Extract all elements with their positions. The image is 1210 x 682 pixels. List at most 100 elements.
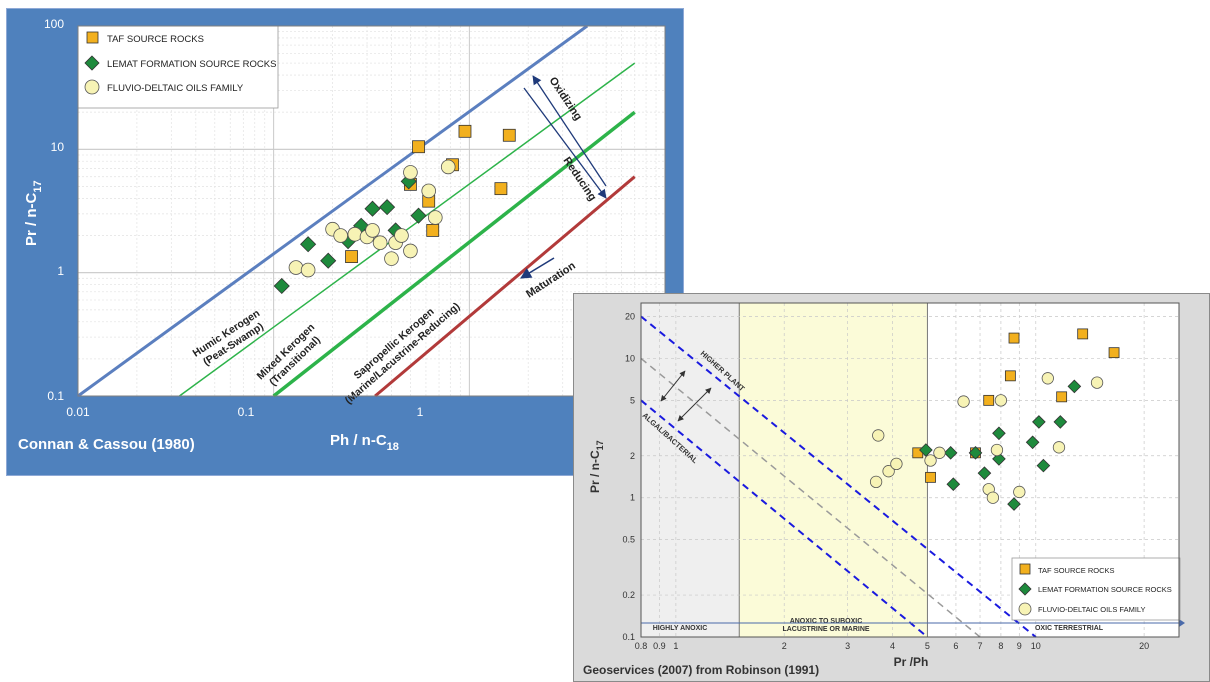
c2-ytick-7: 20 — [625, 311, 635, 321]
reducing-arrow — [523, 87, 607, 199]
chart1-legend: TAF SOURCE ROCKS LEMAT FORMATION SOURCE … — [77, 25, 279, 109]
c1-boundary-line-0 — [77, 24, 589, 398]
c2-series1-point-11 — [1053, 415, 1068, 429]
c1-xtick-0.01: 0.01 — [66, 405, 90, 419]
c2-series2-point-10 — [994, 394, 1008, 407]
c1-series2-point-11 — [403, 243, 418, 259]
c2-series2-point-3 — [890, 457, 903, 471]
legend-taf-label: TAF SOURCE ROCKS — [107, 34, 204, 45]
c2-series1-point-8 — [1025, 435, 1040, 450]
legend2-taf-label: TAF SOURCE ROCKS — [1038, 566, 1115, 575]
c1-xtick-0.1: 0.1 — [238, 405, 255, 419]
c2-series1-point-9 — [1032, 415, 1046, 429]
legend-lemat-label: LEMAT FORMATION SOURCE ROCKS — [107, 59, 276, 70]
c1-series0-point-6 — [458, 124, 472, 138]
c2-series2-point-0 — [869, 475, 883, 488]
c2-series0-point-4 — [1004, 370, 1016, 382]
c2-xtick-3: 2 — [782, 641, 787, 651]
c1-series1-point-5 — [364, 200, 381, 217]
c2-series2-point-2 — [882, 465, 895, 478]
c2-series2-point-1 — [872, 429, 885, 442]
legend-fluvio-label: FLUVIO-DELTAIC OILS FAMILY — [107, 83, 244, 94]
c2-ytick-6: 10 — [625, 353, 635, 363]
c1-ytick-1: 1 — [57, 264, 64, 278]
c1-series2-point-6 — [365, 223, 380, 238]
c2-series1-point-10 — [1036, 458, 1051, 473]
zone-oxic-terrestrial-label: OXIC TERRESTRIAL — [1035, 625, 1104, 632]
chart2-legend: TAF SOURCE ROCKS LEMAT FORMATION SOURCE … — [1011, 557, 1181, 621]
c2-series0-point-5 — [1008, 332, 1020, 344]
c1-series2-point-3 — [333, 228, 348, 243]
legend2-fluvio-label: FLUVIO-DELTAIC OILS FAMILY — [1038, 605, 1146, 614]
c2-xtick-11: 10 — [1031, 641, 1041, 651]
chart-connan-cassou: Oxidizing Reducing Maturation Humic Kero… — [6, 8, 684, 476]
legend-lemat-marker — [84, 55, 100, 71]
c2-ytick-2: 0.5 — [622, 535, 635, 545]
chart1-plot-border — [77, 25, 666, 397]
chart1-boundary-lines — [77, 24, 636, 398]
chart2-diagonal-arrows — [660, 370, 712, 422]
c2-series2-point-5 — [933, 446, 946, 459]
c1-boundary-line-1 — [179, 62, 636, 397]
c1-series2-point-8 — [384, 251, 399, 266]
c2-series1-point-2 — [946, 477, 961, 492]
chart1-credit: Connan & Cassou (1980) — [18, 436, 195, 453]
chart2-y-ticks: 0.1 0.2 0.5 1 2 5 10 20 — [622, 311, 635, 642]
c2-series1-point-3 — [968, 446, 983, 460]
c2-series2-point-9 — [990, 443, 1004, 457]
c2-xtick-10: 9 — [1017, 641, 1022, 651]
c1-boundary-line-3 — [374, 175, 636, 398]
c1-series0-point-4 — [426, 224, 440, 237]
zone-highly-anoxic-label: HIGHLY ANOXIC — [653, 625, 708, 632]
c1-xtick-1: 1 — [417, 405, 424, 419]
chart2-points — [869, 328, 1120, 511]
c1-series1-point-6 — [379, 199, 396, 216]
chart2-plot-border — [640, 302, 1180, 638]
c1-ytick-0.1: 0.1 — [47, 389, 64, 403]
legend-taf-marker — [86, 31, 99, 44]
chart2-legend-box — [1011, 557, 1181, 621]
chart1-y-axis-title: Pr / n-C17 — [23, 180, 44, 246]
c1-series1-point-2 — [320, 252, 337, 269]
legend-fluvio-marker — [84, 79, 100, 95]
c1-series0-point-8 — [502, 128, 516, 142]
chart1-x-axis-title: Ph / n-C18 — [330, 432, 399, 453]
c1-series0-point-2 — [412, 140, 425, 154]
c2-xtick-1: 0.9 — [653, 641, 666, 651]
zone-lacustrine-marine-label: LACUSTRINE OR MARINE — [782, 626, 869, 633]
c2-series1-point-4 — [977, 466, 992, 481]
c1-series1-point-9 — [410, 207, 427, 224]
c2-xtick-0: 0.8 — [635, 641, 648, 651]
c1-ytick-10: 10 — [51, 140, 65, 154]
c2-xtick-2: 1 — [673, 641, 678, 651]
legend2-lemat-marker — [1018, 582, 1032, 596]
c2-xtick-12: 20 — [1139, 641, 1149, 651]
c2-ytick-5: 5 — [630, 395, 635, 405]
legend2-taf-marker — [1019, 563, 1031, 575]
c2-series1-point-0 — [919, 443, 933, 457]
c2-diagonal-line-2 — [640, 399, 929, 638]
chart1-points — [273, 124, 516, 295]
c2-zone-1 — [739, 303, 928, 637]
c2-xtick-9: 8 — [998, 641, 1003, 651]
c1-series0-point-7 — [494, 182, 508, 196]
chart2-credit: Geoservices (2007) from Robinson (1991) — [583, 663, 819, 677]
chart-geoservices-robinson: HIGHER PLANT ALGAL/BACTERIAL HIGHLY ANOX… — [573, 293, 1210, 682]
c2-ytick-1: 0.2 — [622, 590, 635, 600]
c2-series1-point-7 — [1007, 497, 1021, 511]
c2-series1-point-5 — [992, 426, 1006, 441]
c2-series1-point-12 — [1067, 379, 1082, 394]
chart1-y-ticks: 100 10 1 0.1 — [44, 17, 64, 403]
chart2-zone-labels: HIGHLY ANOXIC ANOXIC TO SUBOXIC LACUSTRI… — [653, 618, 1104, 633]
c1-series1-point-0 — [273, 277, 290, 295]
c2-series0-point-3 — [983, 394, 995, 406]
c2-series0-point-6 — [1056, 391, 1068, 403]
c2-series1-point-1 — [943, 446, 958, 460]
c2-xtick-5: 4 — [890, 641, 895, 651]
c2-series2-point-8 — [986, 491, 1000, 504]
c2-series0-point-7 — [1077, 328, 1089, 340]
chart1-arrows — [520, 75, 607, 279]
c1-boundary-line-2 — [272, 110, 636, 398]
c1-ytick-100: 100 — [44, 17, 64, 31]
c1-series2-point-12 — [403, 165, 418, 180]
